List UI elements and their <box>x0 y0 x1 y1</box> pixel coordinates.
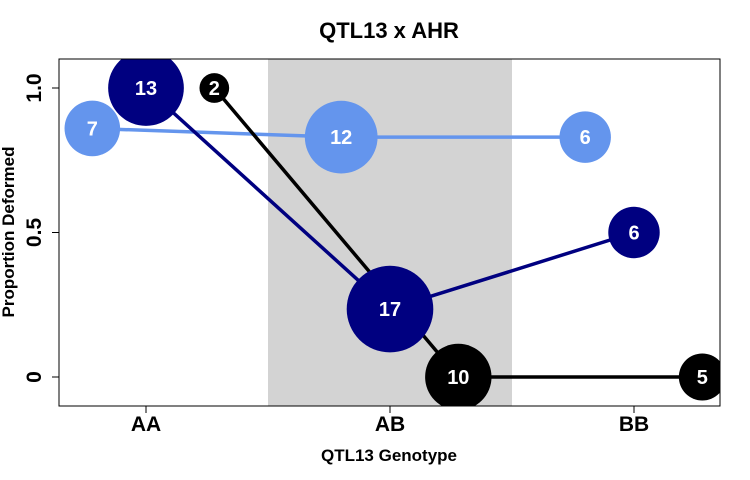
chart-title: QTL13 x AHR <box>319 18 459 43</box>
y-tick-label: 0 <box>23 371 46 383</box>
x-axis-label: QTL13 Genotype <box>321 446 457 465</box>
data-point <box>304 100 378 174</box>
data-point <box>608 206 660 259</box>
point-label: 5 <box>697 367 708 389</box>
axes-layer: AA AB BB 0 0.5 1.0 <box>23 73 649 436</box>
data-point <box>108 59 184 126</box>
x-tick-label: BB <box>619 413 649 436</box>
point-label: 17 <box>379 299 401 321</box>
x-tick-label: AB <box>375 413 405 436</box>
data-point <box>346 265 434 353</box>
point-label: 7 <box>87 118 98 140</box>
point-label: 6 <box>628 223 639 245</box>
x-tick-label: AA <box>131 413 161 436</box>
point-label: 13 <box>135 78 157 100</box>
data-point <box>64 100 121 157</box>
point-label: 12 <box>330 127 352 149</box>
data-point <box>425 343 492 406</box>
bubbles-layer: 7 12 6 13 17 6 2 10 5 <box>64 59 720 406</box>
y-tick-label: 1.0 <box>23 73 46 102</box>
data-point <box>199 73 230 103</box>
y-axis-label: Proportion Deformed <box>0 147 18 318</box>
point-label: 2 <box>209 78 220 100</box>
data-point <box>678 353 720 401</box>
y-tick-label: 0.5 <box>23 218 46 248</box>
point-label: 10 <box>447 367 469 389</box>
point-label: 6 <box>580 127 591 149</box>
data-point <box>559 111 611 163</box>
